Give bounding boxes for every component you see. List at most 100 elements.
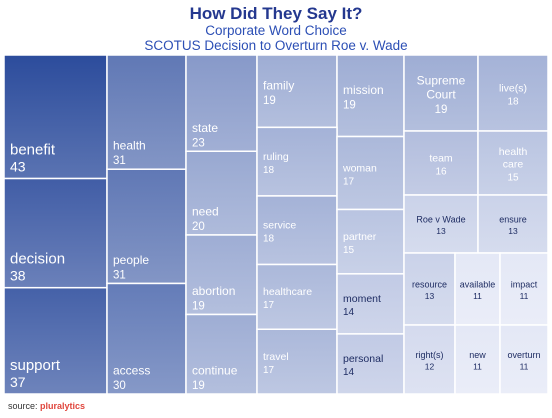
tile-rect-abortion [185, 234, 258, 316]
tile-label-service: service [263, 219, 296, 231]
chart-subtitle: Corporate Word Choice [205, 23, 347, 38]
tile-label-woman: woman [342, 162, 377, 174]
tile-roe-v-wade: Roe v Wade 13 [403, 194, 479, 254]
tile-woman: woman 17 [336, 135, 405, 211]
tile-label-ensure: ensure [499, 214, 527, 224]
tile-value-abortion: 19 [192, 300, 205, 312]
tile-label-impact: impact [511, 279, 538, 289]
tile-value-team: 16 [435, 166, 447, 177]
tile-label-resource: resource [412, 279, 447, 289]
tile-label-overturn: overturn [507, 350, 540, 360]
tile-label-moment: moment [343, 293, 381, 305]
tile-label-decision: decision [10, 251, 65, 268]
tile-need: need 20 [185, 150, 258, 236]
source-brand: pluralytics [40, 401, 86, 411]
tile-value-ensure: 13 [508, 226, 518, 236]
tile-label-support: support [10, 357, 61, 374]
tile-family: family 19 [256, 54, 338, 129]
tile-impact: impact 11 [499, 252, 549, 326]
tile-rect-ensure [477, 194, 549, 254]
tile-personal: personal 14 [336, 333, 405, 395]
tile-value-new: 11 [473, 361, 482, 371]
tile-label-people: people [113, 253, 149, 267]
source-label: source: [8, 401, 38, 411]
tile-value-access: 30 [113, 380, 126, 392]
tile-label-health-care-1: care [503, 159, 524, 171]
tile-label-continue: continue [192, 364, 238, 378]
tile-value-moment: 14 [343, 307, 355, 318]
tile-right-s: right(s)12 [403, 324, 456, 395]
tile-label-personal: personal [343, 353, 383, 365]
tile-label-abortion: abortion [192, 284, 235, 298]
tile-value-family: 19 [263, 95, 276, 107]
tile-ensure: ensure 13 [477, 194, 549, 254]
tile-rect-benefit [3, 54, 108, 180]
tile-available: available 11 [454, 252, 501, 326]
tile-team: team 16 [403, 130, 479, 196]
tile-abortion: abortion 19 [185, 234, 258, 316]
tile-rect-overturn [499, 324, 549, 395]
tile-value-resource: 13 [425, 291, 435, 301]
tile-rect-live-s [477, 54, 549, 132]
tile-value-overturn: 11 [520, 361, 529, 371]
tile-rect-ruling [256, 126, 338, 197]
tile-value-health: 31 [113, 155, 126, 167]
tile-value-state: 23 [192, 137, 205, 149]
tile-value-right-s: 12 [425, 361, 435, 371]
tile-label-available: available [460, 279, 496, 289]
tile-rect-available [454, 252, 501, 326]
tile-value-continue: 19 [192, 380, 205, 392]
tile-rect-healthcare [256, 263, 338, 330]
tile-healthcare: healthcare 17 [256, 263, 338, 330]
tile-value-health-care: 15 [507, 173, 519, 184]
tile-rect-supreme-court [403, 54, 479, 132]
tile-value-personal: 14 [343, 367, 355, 378]
tile-health: health 31 [106, 54, 187, 170]
tile-rect-resource [403, 252, 456, 326]
tile-value-supreme-court: 19 [435, 104, 448, 116]
tile-value-available: 11 [473, 291, 482, 301]
tile-rect-impact [499, 252, 549, 326]
tile-label-access: access [113, 364, 150, 378]
tile-rect-partner [336, 208, 405, 275]
tile-mission: mission 19 [336, 54, 405, 138]
tile-label-supreme-court-1: Court [426, 87, 456, 101]
tile-label-mission: mission [343, 83, 384, 97]
tile-access: access 30 [106, 282, 187, 395]
tile-rect-family [256, 54, 338, 129]
tile-value-decision: 38 [10, 268, 26, 284]
tile-rect-access [106, 282, 187, 395]
chart-title: How Did They Say It? [189, 4, 363, 23]
tile-label-team: team [429, 152, 453, 164]
tile-value-woman: 17 [343, 176, 355, 187]
tile-value-impact: 11 [520, 291, 529, 301]
tile-label-ruling: ruling [263, 151, 289, 163]
tile-rect-travel [256, 328, 338, 395]
tile-label-family: family [263, 78, 294, 92]
tile-label-supreme-court-0: Supreme [417, 73, 466, 87]
tile-rect-team [403, 130, 479, 196]
tile-label-new: new [469, 350, 486, 360]
tile-label-right-s: right(s) [415, 350, 443, 360]
tile-value-need: 20 [192, 221, 205, 233]
tile-rect-health-care [477, 130, 549, 196]
tile-rect-personal [336, 333, 405, 395]
tile-label-health: health [113, 139, 146, 153]
tile-continue: continue 19 [185, 313, 258, 395]
tile-label-need: need [192, 204, 219, 218]
tile-label-partner: partner [343, 231, 377, 243]
tile-value-service: 18 [263, 233, 275, 244]
tile-state: state 23 [185, 54, 258, 153]
tile-value-mission: 19 [343, 100, 356, 112]
tile-value-benefit: 43 [10, 159, 26, 175]
tile-moment: moment 14 [336, 273, 405, 335]
tile-label-travel: travel [263, 351, 289, 363]
source-credit: source: pluralytics [8, 401, 85, 411]
chart-subtitle-2: SCOTUS Decision to Overturn Roe v. Wade [144, 38, 408, 53]
tile-value-travel: 17 [263, 365, 275, 376]
tile-value-ruling: 18 [263, 165, 275, 176]
